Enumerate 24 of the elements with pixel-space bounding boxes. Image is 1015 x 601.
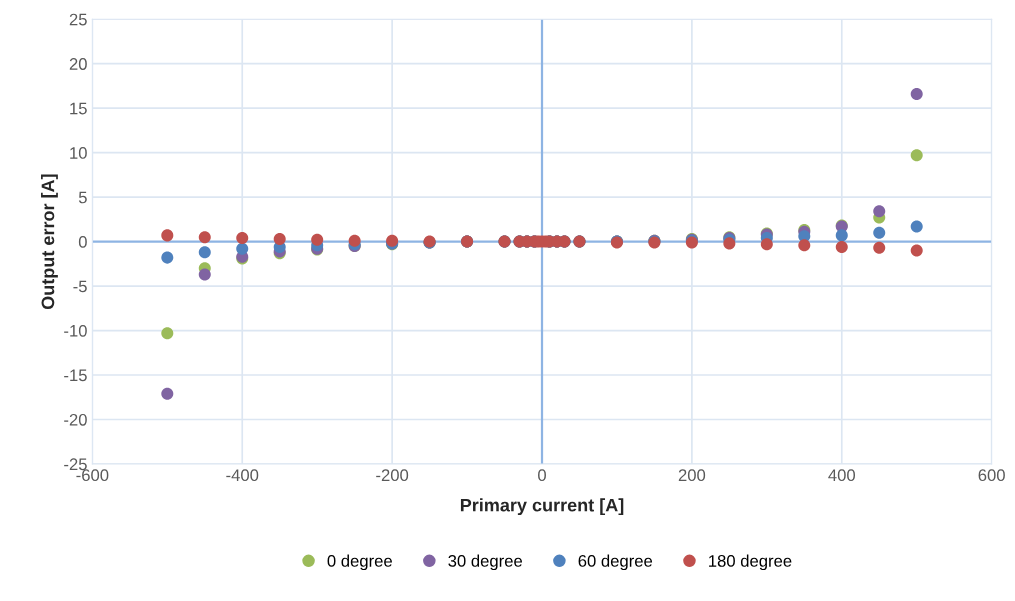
y-tick-label: 25 [69,13,87,26]
x-axis-title: Primary current [A] [460,498,624,516]
y-tick-label: 20 [69,58,87,70]
x-tick-label: 600 [978,469,1005,482]
x-tick-label: 0 [538,469,546,482]
x-tick-label: 200 [678,469,706,482]
legend-label: 180 degree [709,554,792,571]
y-tick-label: -15 [64,369,87,382]
legend-label: 0 degree [327,554,392,571]
y-tick-label: -5 [73,280,87,293]
x-tick-label: -600 [76,469,109,482]
x-tick-label: 400 [828,469,856,482]
legend-label: 60 degree [578,554,653,571]
y-tick-label: -20 [64,413,87,426]
y-tick-label: 5 [78,191,87,204]
y-tick-label: 0 [78,236,87,248]
y-tick-label: 15 [70,102,87,115]
y-tick-label: -10 [64,324,87,337]
x-tick-label: -400 [226,469,259,482]
y-tick-label: -25 [64,458,87,471]
x-tick-label: -200 [376,469,409,482]
y-axis-title: Output error [A] [41,174,58,310]
y-tick-label: 10 [70,147,87,159]
legend-label: 30 degree [448,554,523,571]
